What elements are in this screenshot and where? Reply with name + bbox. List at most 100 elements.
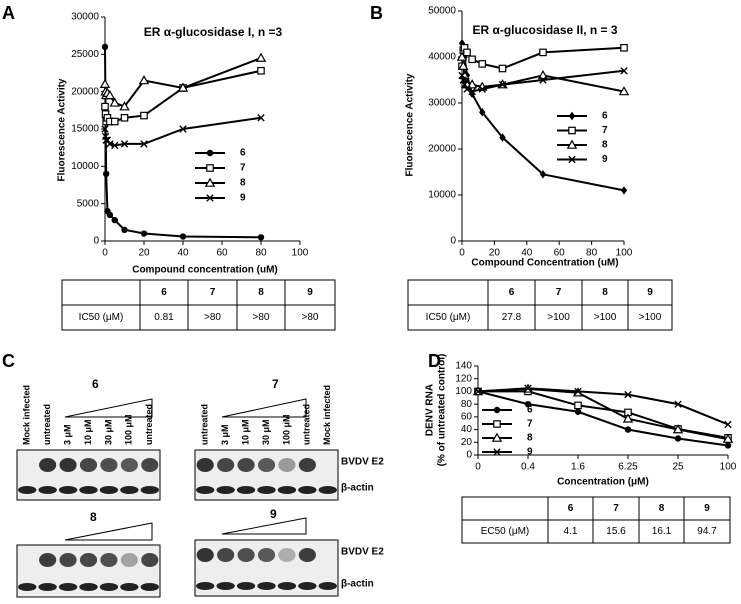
e2-band — [79, 458, 98, 472]
marker — [524, 384, 532, 392]
y-tick-label: 10000 — [71, 161, 99, 172]
chart-title: ER α-glucosidase I, n =3 — [144, 25, 283, 39]
actin-band — [298, 582, 317, 590]
e2-band — [141, 553, 159, 567]
x-tick-label: 25 — [672, 462, 684, 473]
table-value: >80 — [253, 312, 270, 323]
actin-band — [277, 486, 297, 494]
marker — [101, 102, 109, 111]
marker — [140, 111, 148, 120]
y-tick-label: 50000 — [428, 6, 456, 17]
lane-label: 10 μM — [240, 419, 250, 445]
legend-marker — [491, 432, 503, 442]
y-tick-label: 15000 — [71, 124, 99, 135]
series — [101, 66, 265, 126]
series — [101, 114, 265, 150]
actin-band — [99, 583, 119, 591]
series-line — [478, 390, 729, 439]
marker — [463, 85, 471, 93]
legend-label: 7 — [527, 419, 533, 430]
x-tick-label: 80 — [586, 248, 598, 259]
blot-label: β-actin — [341, 483, 374, 494]
panel-label: A — [2, 3, 15, 23]
legend-label: 8 — [602, 140, 608, 151]
x-tick-label: 60 — [216, 248, 228, 259]
x-tick-label: 0.4 — [521, 462, 535, 473]
marker — [179, 125, 187, 133]
e2-band — [100, 553, 118, 567]
x-axis-label: Concentration (μM) — [557, 477, 649, 488]
x-tick-label: 100 — [616, 248, 633, 259]
e2-band — [237, 548, 255, 562]
lane-label: 3 μM — [220, 424, 230, 445]
concentration-wedge — [221, 517, 307, 535]
marker — [539, 170, 547, 179]
marker — [474, 387, 482, 396]
marker — [104, 89, 116, 100]
actin-band — [38, 583, 57, 591]
table-value: 15.6 — [606, 526, 626, 537]
legend-label: 6 — [602, 111, 608, 122]
marker — [110, 117, 119, 126]
actin-band — [18, 583, 37, 591]
legend-label: 8 — [240, 178, 246, 189]
x-tick-label: 6.25 — [618, 462, 638, 473]
lane-label: 30 μM — [261, 419, 271, 445]
column-header: 8 — [659, 503, 665, 514]
blot-label: β-actin — [341, 579, 374, 590]
y-tick-label: 80 — [461, 399, 473, 410]
marker — [468, 55, 476, 64]
marker — [138, 75, 150, 85]
column-header: 9 — [704, 503, 710, 514]
legend-marker — [493, 406, 501, 414]
marker — [498, 80, 507, 89]
y-tick-label: 30000 — [428, 98, 456, 109]
marker — [620, 67, 628, 75]
panel-label: C — [2, 351, 15, 371]
legend-marker — [206, 164, 214, 172]
actin-band — [79, 486, 98, 494]
table-cell — [61, 279, 141, 306]
marker — [674, 435, 682, 442]
marker — [99, 78, 111, 89]
marker — [574, 408, 582, 415]
marker — [624, 426, 632, 433]
marker — [121, 226, 128, 233]
y-tick-label: 0 — [93, 236, 99, 247]
legend-marker — [493, 420, 501, 428]
compound-label: 8 — [90, 510, 97, 524]
marker — [140, 140, 148, 148]
lane-label: 10 μM — [83, 419, 93, 445]
actin-band — [216, 486, 235, 494]
marker — [672, 424, 684, 434]
actin-band — [257, 582, 276, 590]
y-tick-label: 140 — [455, 361, 472, 372]
marker — [574, 387, 582, 396]
e2-band — [217, 458, 235, 472]
row-label: IC50 (μM) — [79, 312, 124, 323]
marker — [458, 60, 469, 71]
actin-band — [298, 486, 317, 494]
series-line — [104, 69, 262, 123]
row-label: EC50 (μM) — [481, 526, 530, 537]
actin-band — [58, 583, 78, 591]
e2-band — [39, 553, 57, 567]
marker — [109, 97, 120, 107]
legend-label: 8 — [527, 433, 533, 444]
series-line — [477, 387, 729, 426]
y-tick-label: 25000 — [71, 49, 99, 60]
actin-band — [99, 486, 119, 494]
marker — [456, 51, 468, 61]
legend-marker — [566, 139, 578, 149]
marker — [539, 76, 547, 84]
marker — [478, 85, 486, 93]
actin-band — [196, 486, 215, 494]
marker — [468, 87, 476, 96]
y-axis-label: Fluorescence Activity — [57, 78, 68, 181]
marker — [724, 420, 732, 429]
marker — [255, 52, 267, 62]
table-value: >100 — [547, 312, 570, 323]
marker — [106, 211, 114, 219]
marker — [120, 113, 129, 122]
series-line — [104, 116, 262, 147]
